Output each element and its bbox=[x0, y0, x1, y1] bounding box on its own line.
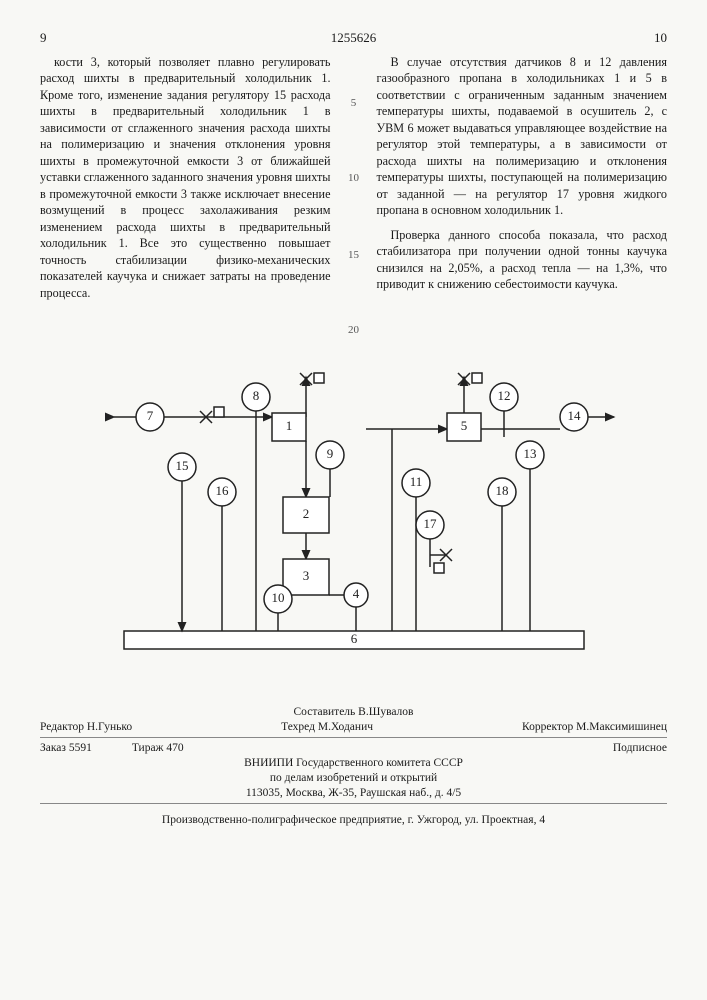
node-9-label: 9 bbox=[326, 446, 333, 461]
linemark: 10 bbox=[348, 171, 359, 186]
node-3-label: 3 bbox=[302, 568, 309, 583]
linemark: 5 bbox=[351, 96, 357, 111]
patent-number: 1255626 bbox=[70, 30, 637, 46]
linemark: 20 bbox=[348, 323, 359, 338]
org-line-2: по делам изобретений и открытий bbox=[40, 772, 667, 784]
staff-row: Редактор Н.Гунько Техред М.Ходанич Корре… bbox=[40, 721, 667, 733]
editor: Редактор Н.Гунько bbox=[40, 721, 132, 733]
divider bbox=[40, 737, 667, 738]
org-address: 113035, Москва, Ж-35, Раушская наб., д. … bbox=[40, 787, 667, 799]
corrector: Корректор М.Максимишинец bbox=[522, 721, 667, 733]
linemark: 15 bbox=[348, 248, 359, 263]
valve-icon bbox=[200, 407, 224, 423]
copies-label: Тираж bbox=[132, 742, 164, 754]
order-label: Заказ bbox=[40, 742, 66, 754]
node-6-label: 6 bbox=[350, 631, 357, 646]
diagram-container: 6 bbox=[40, 347, 667, 682]
node-13-label: 13 bbox=[523, 446, 536, 461]
order-number: 5591 bbox=[69, 742, 92, 754]
node-7-label: 7 bbox=[146, 408, 153, 423]
line-number-gutter: 5 10 15 20 bbox=[345, 54, 363, 337]
node-16-label: 16 bbox=[215, 483, 229, 498]
column-right: В случае отсутствия датчиков 8 и 12 давл… bbox=[377, 54, 668, 337]
copies-value: 470 bbox=[166, 742, 183, 754]
techred-label: Техред bbox=[281, 721, 315, 733]
node-15-label: 15 bbox=[175, 458, 188, 473]
page-number-left: 9 bbox=[40, 30, 70, 46]
process-diagram: 6 bbox=[74, 347, 634, 677]
corrector-name: М.Максимишинец bbox=[576, 721, 667, 733]
valve-icon bbox=[458, 373, 482, 385]
author-line: Составитель В.Шувалов bbox=[40, 706, 667, 718]
techred: Техред М.Ходанич bbox=[281, 721, 373, 733]
valve-icon bbox=[300, 373, 324, 385]
corrector-label: Корректор bbox=[522, 721, 573, 733]
editor-name: Н.Гунько bbox=[87, 721, 132, 733]
node-4-label: 4 bbox=[352, 586, 359, 601]
node-12-label: 12 bbox=[497, 388, 510, 403]
right-paragraph-1: В случае отсутствия датчиков 8 и 12 давл… bbox=[377, 54, 668, 219]
metadata-block: Составитель В.Шувалов Редактор Н.Гунько … bbox=[40, 706, 667, 804]
order: Заказ 5591 Тираж 470 bbox=[40, 742, 184, 754]
footer: Производственно-полиграфическое предприя… bbox=[40, 814, 667, 826]
node-2-label: 2 bbox=[302, 506, 309, 521]
node-5-label: 5 bbox=[460, 418, 467, 433]
editor-label: Редактор bbox=[40, 721, 84, 733]
node-14-label: 14 bbox=[567, 408, 581, 423]
node-8-label: 8 bbox=[252, 388, 259, 403]
page-number-right: 10 bbox=[637, 30, 667, 46]
column-left: кости 3, который позволяет плавно регули… bbox=[40, 54, 331, 337]
text-columns: кости 3, который позволяет плавно регули… bbox=[40, 54, 667, 337]
order-row: Заказ 5591 Тираж 470 Подписное bbox=[40, 742, 667, 754]
org-line-1: ВНИИПИ Государственного комитета СССР bbox=[40, 757, 667, 769]
right-paragraph-2: Проверка данного способа показала, что р… bbox=[377, 227, 668, 293]
valve-icon bbox=[434, 549, 452, 573]
techred-name: М.Ходанич bbox=[318, 721, 373, 733]
node-10-label: 10 bbox=[271, 590, 284, 605]
divider bbox=[40, 803, 667, 804]
page-header: 9 1255626 10 bbox=[40, 30, 667, 46]
subscription: Подписное bbox=[613, 742, 667, 754]
left-paragraph-1: кости 3, который позволяет плавно регули… bbox=[40, 54, 331, 301]
page: 9 1255626 10 кости 3, который позволяет … bbox=[0, 0, 707, 1000]
node-18-label: 18 bbox=[495, 483, 508, 498]
node-11-label: 11 bbox=[409, 474, 422, 489]
node-1-label: 1 bbox=[285, 418, 292, 433]
node-17-label: 17 bbox=[423, 516, 437, 531]
